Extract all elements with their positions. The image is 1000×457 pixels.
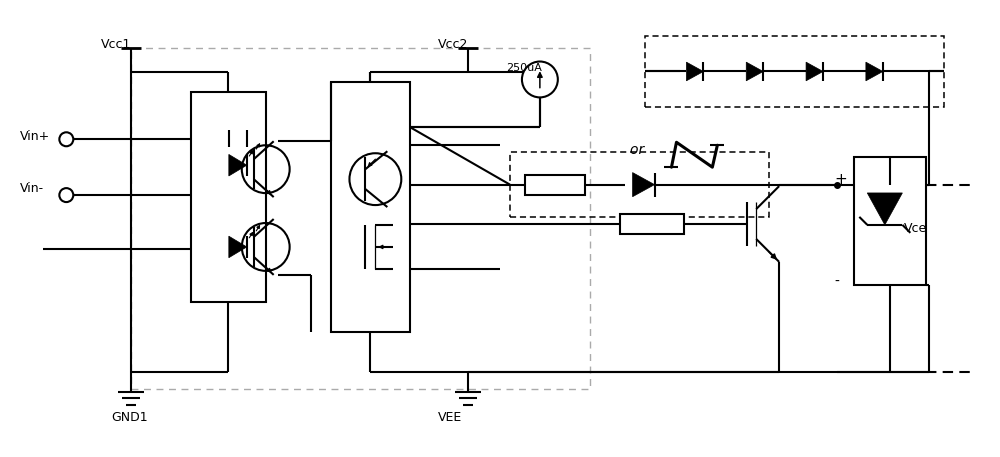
Text: Vcc1: Vcc1	[101, 37, 132, 51]
Polygon shape	[806, 62, 823, 81]
Text: 250uA: 250uA	[506, 64, 542, 74]
Circle shape	[59, 132, 73, 146]
Circle shape	[522, 62, 558, 97]
Bar	[620, 214, 684, 234]
Polygon shape	[866, 62, 883, 81]
Polygon shape	[686, 62, 703, 81]
Text: Vin+: Vin+	[19, 130, 50, 143]
Text: +: +	[834, 172, 847, 187]
Text: or: or	[630, 143, 648, 157]
Polygon shape	[746, 62, 763, 81]
Text: VEE: VEE	[438, 411, 462, 425]
Bar	[191, 92, 266, 302]
Circle shape	[59, 188, 73, 202]
Text: Vin-: Vin-	[19, 182, 44, 195]
Polygon shape	[229, 154, 247, 176]
Text: Vce: Vce	[904, 222, 927, 235]
Bar	[645, 36, 944, 107]
Polygon shape	[633, 173, 655, 197]
Bar	[331, 82, 410, 332]
Text: -: -	[834, 275, 839, 289]
Polygon shape	[229, 236, 247, 258]
Bar	[854, 157, 926, 285]
Bar	[131, 48, 590, 388]
Bar	[510, 152, 769, 217]
Polygon shape	[867, 193, 902, 225]
Bar	[525, 175, 585, 195]
Text: Vcc2: Vcc2	[438, 37, 469, 51]
Text: GND1: GND1	[111, 411, 148, 425]
